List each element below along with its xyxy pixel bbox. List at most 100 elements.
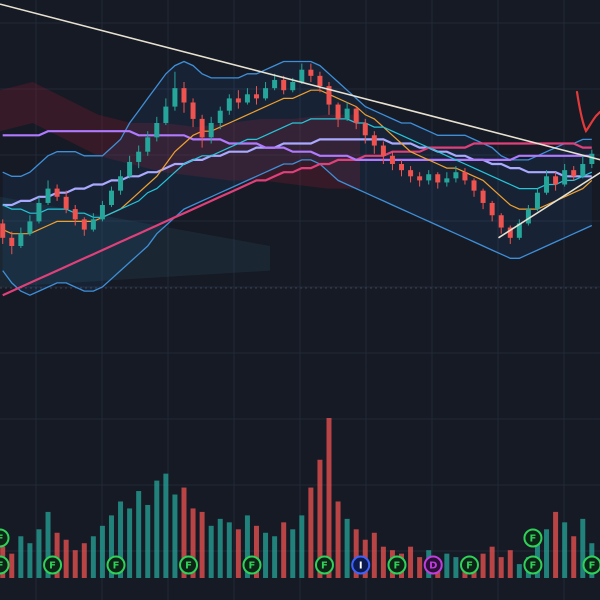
- volume-bar: [108, 515, 114, 578]
- event-marker-label: F: [321, 561, 328, 572]
- volume-bar: [308, 487, 314, 578]
- volume-bar: [353, 529, 359, 578]
- volume-bar: [208, 525, 214, 578]
- candle-body: [589, 153, 595, 164]
- candle-body: [335, 104, 341, 119]
- bollinger-upper: [2, 60, 592, 177]
- candle-body: [353, 108, 359, 123]
- candle-body: [507, 227, 513, 238]
- event-marker-label: F: [466, 561, 473, 572]
- event-marker: [387, 555, 407, 575]
- volume-bar: [254, 525, 259, 578]
- candle-body: [63, 196, 69, 210]
- candle-body: [263, 88, 269, 99]
- moving-average-line: [2, 142, 592, 297]
- candle-body: [254, 94, 259, 99]
- volume-bar: [544, 529, 550, 578]
- candle-body: [435, 174, 441, 183]
- event-marker: [582, 555, 600, 575]
- event-marker: [314, 555, 334, 575]
- volume-bars: [0, 418, 595, 578]
- volume-bar: [489, 546, 495, 578]
- cloud-area-lower: [0, 196, 270, 287]
- candle-body: [36, 202, 42, 222]
- candle-body: [27, 221, 33, 234]
- candle-body: [108, 190, 114, 205]
- event-marker-label: F: [49, 561, 56, 572]
- candle-body: [190, 102, 196, 119]
- event-marker: [0, 555, 10, 575]
- candle-body: [444, 178, 450, 183]
- candle-body: [553, 176, 559, 185]
- event-marker-label: F: [530, 561, 537, 572]
- trendlines[interactable]: [0, 3, 600, 239]
- candle-body: [235, 98, 241, 103]
- volume-bar: [54, 532, 60, 578]
- event-marker-label: F: [249, 561, 256, 572]
- candle-body: [317, 75, 323, 87]
- bollinger-bands: [2, 60, 593, 296]
- volume-bar: [326, 418, 332, 578]
- volume-bar: [344, 518, 350, 578]
- volume-bar: [136, 491, 142, 578]
- bollinger-lower: [2, 159, 593, 296]
- volume-bar: [127, 508, 133, 578]
- volume-bar: [507, 550, 513, 578]
- volume-bar: [580, 518, 586, 578]
- volume-bar: [217, 518, 223, 578]
- volume-bar: [453, 557, 459, 578]
- event-marker: [351, 555, 371, 575]
- event-marker: [179, 555, 199, 575]
- volume-bar: [163, 473, 169, 578]
- event-marker-label: F: [0, 561, 3, 572]
- trendline: [0, 3, 600, 161]
- volume-bar: [562, 522, 568, 578]
- volume-bar: [81, 543, 87, 578]
- volume-bar: [190, 508, 196, 578]
- volume-bar: [317, 459, 323, 578]
- volume-bar: [408, 546, 414, 578]
- candle-body: [480, 190, 486, 203]
- candlesticks: [0, 63, 595, 255]
- candle-body: [0, 223, 6, 238]
- candle-body: [389, 155, 395, 164]
- candle-body: [199, 118, 205, 138]
- volume-bar: [417, 557, 423, 578]
- candle-body: [562, 170, 568, 185]
- volume-bar: [444, 553, 450, 578]
- candle-body: [72, 209, 78, 220]
- candle-body: [308, 69, 314, 76]
- event-marker-label: F: [394, 561, 401, 572]
- candle-body: [534, 192, 540, 210]
- event-marker-label: F: [0, 534, 3, 545]
- volume-bar: [72, 550, 78, 578]
- event-marker-label: D: [429, 561, 437, 572]
- volume-bar: [145, 504, 151, 578]
- candle-body: [371, 135, 377, 146]
- volume-bar: [516, 564, 522, 578]
- candle-body: [244, 94, 250, 103]
- candle-body: [272, 79, 278, 89]
- volume-bar: [172, 494, 178, 578]
- event-marker: [423, 555, 443, 575]
- candle-body: [281, 79, 287, 91]
- candle-body: [9, 237, 15, 246]
- volume-bar: [335, 501, 341, 578]
- candle-body: [172, 88, 178, 107]
- volume-bar: [371, 532, 377, 578]
- candle-body: [498, 215, 504, 228]
- candle-body: [127, 161, 133, 177]
- candle-body: [571, 170, 577, 177]
- candle-body: [380, 145, 386, 156]
- event-marker-label: F: [589, 561, 596, 572]
- volume-bar: [118, 501, 124, 578]
- volume-bar: [199, 511, 205, 578]
- event-marker: [43, 555, 63, 575]
- event-marker-label: F: [185, 561, 192, 572]
- candle-body: [516, 223, 522, 238]
- candle-body: [326, 86, 332, 105]
- candle-body: [99, 205, 105, 220]
- event-markers[interactable]: F F F F F F F I F D F F F F: [0, 528, 600, 575]
